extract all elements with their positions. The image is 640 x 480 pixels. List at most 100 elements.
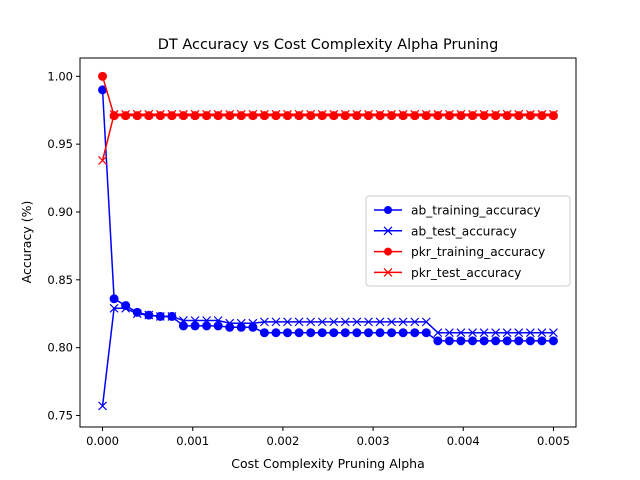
data-point — [548, 336, 558, 346]
data-point — [132, 109, 142, 119]
data-point — [456, 336, 466, 346]
data-point — [294, 109, 304, 119]
data-point — [340, 111, 350, 121]
data-point — [283, 328, 293, 338]
data-point — [421, 109, 431, 119]
y-tick-label: 0.75 — [47, 408, 73, 422]
data-point — [537, 328, 547, 338]
data-point — [352, 109, 362, 119]
data-point — [294, 111, 304, 121]
data-point — [479, 109, 489, 119]
x-tick-label: 0.001 — [176, 434, 209, 448]
data-point — [236, 109, 246, 119]
data-point — [363, 111, 373, 121]
data-point — [121, 303, 131, 313]
data-point — [144, 310, 154, 320]
data-point — [514, 111, 524, 121]
data-point — [502, 336, 512, 346]
data-point — [190, 316, 200, 325]
data-point — [109, 303, 119, 313]
data-point — [317, 109, 327, 119]
data-point — [121, 109, 131, 119]
y-axis-label: Accuracy (%) — [19, 201, 34, 284]
data-point — [410, 111, 420, 121]
series-ab_training_accuracy — [98, 85, 558, 346]
data-point — [98, 156, 107, 165]
data-point — [167, 312, 177, 321]
data-point — [283, 111, 293, 121]
y-tick-label: 0.85 — [47, 273, 73, 287]
data-point — [179, 316, 188, 325]
data-point — [468, 328, 477, 338]
data-point — [456, 109, 466, 119]
data-point — [202, 316, 212, 325]
data-point — [421, 317, 431, 327]
data-point — [329, 328, 339, 338]
axes-frame — [79, 57, 577, 428]
data-point — [155, 111, 165, 121]
data-point — [190, 111, 200, 121]
data-point — [491, 111, 501, 121]
data-point — [202, 111, 212, 121]
data-point — [155, 109, 165, 119]
y-tick-label: 0.95 — [47, 137, 73, 151]
chart-title: DT Accuracy vs Cost Complexity Alpha Pru… — [158, 37, 499, 53]
data-point — [398, 111, 408, 121]
data-point — [306, 317, 316, 327]
data-point — [421, 111, 431, 121]
series-line — [101, 89, 554, 342]
legend-marker — [383, 226, 393, 236]
data-point — [525, 328, 535, 338]
data-point — [398, 328, 408, 338]
data-point — [306, 328, 316, 338]
data-point — [225, 111, 235, 121]
legend-item: pkr_test_accuracy — [374, 266, 521, 280]
data-point — [271, 317, 281, 327]
data-point — [144, 109, 154, 119]
y-tick-label: 0.90 — [47, 205, 73, 219]
series-line — [101, 113, 554, 161]
data-point — [479, 336, 489, 346]
data-point — [329, 317, 339, 327]
data-point — [387, 328, 397, 338]
legend: ab_training_accuracy ab_test_accuracy pkr_… — [365, 195, 571, 287]
data-point — [502, 328, 512, 338]
data-point — [317, 111, 327, 121]
data-point — [398, 109, 408, 119]
data-point — [375, 328, 385, 338]
data-point — [444, 109, 454, 119]
data-point — [364, 109, 373, 119]
data-point — [317, 317, 327, 327]
data-point — [444, 328, 454, 338]
data-point — [525, 111, 535, 121]
data-point — [213, 316, 223, 325]
data-point — [178, 111, 188, 121]
plot-area: 0.000 0.001 0.002 0.003 0.004 0.005 0.75 0.80 0.… — [47, 57, 577, 448]
data-point — [329, 111, 339, 121]
series-pkr_test_accuracy — [98, 109, 558, 165]
series-ab_test_accuracy — [98, 303, 558, 411]
data-point — [479, 111, 489, 121]
data-point — [433, 111, 443, 121]
x-axis-label: Cost Complexity Pruning Alpha — [231, 456, 424, 471]
data-point — [410, 109, 420, 119]
data-point — [491, 328, 501, 338]
data-point — [410, 317, 420, 327]
data-point — [225, 109, 235, 119]
data-point — [213, 321, 223, 331]
data-point — [271, 111, 281, 121]
data-point — [502, 111, 512, 121]
data-point — [352, 317, 362, 327]
data-point — [294, 317, 304, 327]
data-point — [259, 317, 269, 327]
data-point — [352, 328, 362, 338]
data-point — [548, 111, 558, 121]
data-point — [248, 111, 258, 121]
data-point — [248, 109, 258, 119]
data-point — [363, 328, 373, 338]
data-point — [144, 111, 154, 121]
data-point — [468, 109, 477, 119]
x-tick-label: 0.003 — [357, 434, 390, 448]
data-point — [213, 109, 223, 119]
legend-label: ab_training_accuracy — [411, 204, 541, 218]
